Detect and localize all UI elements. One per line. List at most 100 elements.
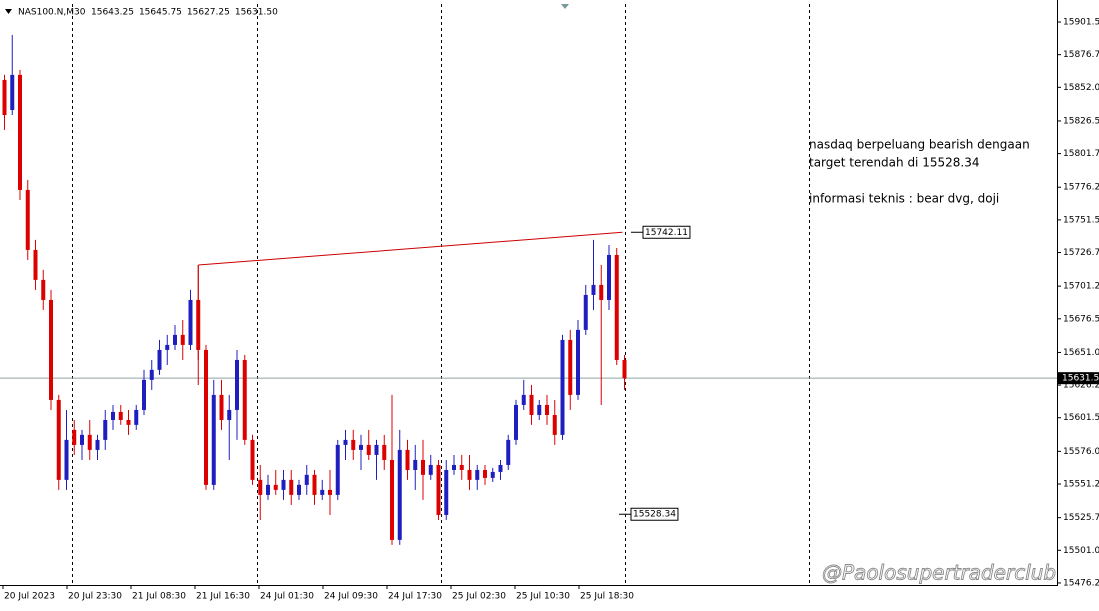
- x-tick-label: 25 Jul 02:30: [452, 592, 506, 602]
- candle-body: [281, 479, 286, 490]
- candle-body: [126, 419, 131, 425]
- y-tick-label: 15726.75: [1063, 248, 1099, 258]
- x-tick-label: 25 Jul 10:30: [516, 592, 570, 602]
- session-separators: [72, 4, 810, 585]
- price-label: 15742.11: [645, 228, 688, 238]
- candle-body: [405, 449, 410, 470]
- y-tick-label: 15601.50: [1063, 413, 1099, 423]
- y-tick-label: 15525.75: [1063, 513, 1099, 523]
- price-label: 15528.34: [633, 510, 676, 520]
- candle-body: [266, 484, 270, 495]
- candle-body: [227, 409, 232, 420]
- price-label-box: [630, 507, 679, 521]
- x-tick-label: 24 Jul 17:30: [388, 592, 442, 602]
- candle-body: [297, 484, 301, 495]
- header-value: 15627.25: [187, 8, 230, 18]
- candle-body: [157, 349, 162, 370]
- menu-triangle: [5, 9, 12, 14]
- candle-body: [583, 294, 588, 330]
- x-tick-label: 20 Jul 2023: [4, 592, 55, 602]
- current-price-label: 15631.5: [1062, 374, 1099, 384]
- candle-body: [343, 439, 348, 445]
- candle-body: [188, 299, 193, 345]
- current-price-tag: [1058, 372, 1099, 385]
- candle-body: [591, 284, 596, 295]
- candle-body: [622, 359, 627, 379]
- candle-body: [250, 439, 255, 480]
- x-tick-label: 21 Jul 16:30: [196, 592, 250, 602]
- candle-body: [390, 459, 394, 540]
- candle-body: [95, 439, 100, 450]
- y-tick-label: 15701.25: [1063, 282, 1099, 292]
- y-tick-label: 15876.75: [1063, 50, 1099, 60]
- watermark: @Paolosupertraderclub: [822, 561, 1056, 585]
- candle-body: [25, 189, 30, 250]
- candle-body: [614, 254, 619, 360]
- candle-body: [10, 74, 15, 110]
- candle-body: [452, 464, 456, 470]
- shift-marker: [561, 4, 569, 9]
- candle-body: [397, 449, 402, 540]
- price-label-box: [642, 225, 691, 239]
- candle-body: [366, 444, 371, 455]
- candle-body: [72, 429, 77, 445]
- candle-body: [111, 411, 115, 420]
- candle-body: [335, 444, 340, 495]
- candle-body: [33, 249, 38, 280]
- candle-body: [180, 334, 185, 345]
- annotation: informasi teknis : bear dvg, doji: [809, 192, 999, 206]
- candle-body: [351, 439, 356, 450]
- candle-body: [173, 334, 177, 345]
- y-tick-label: 15476.25: [1063, 578, 1099, 588]
- candle-body: [219, 394, 224, 420]
- candle-body: [529, 394, 534, 415]
- candle-body: [483, 469, 487, 478]
- y-tick-label: 15676.50: [1063, 314, 1099, 324]
- candle-body: [475, 469, 480, 480]
- header-value: 15643.25: [91, 8, 134, 18]
- candle-body: [142, 379, 146, 410]
- y-tick-label: 15626.25: [1063, 381, 1099, 391]
- candle-body: [552, 414, 557, 435]
- candle-body: [304, 474, 309, 485]
- candle-body: [18, 74, 22, 190]
- candle-body: [521, 394, 526, 405]
- candle-body: [204, 349, 208, 485]
- candle-body: [537, 404, 542, 415]
- y-tick-label: 15501.00: [1063, 546, 1099, 556]
- candle-body: [576, 329, 580, 395]
- plot: 15742.11 15528.34: [0, 34, 1057, 545]
- y-tick-label: 15852.00: [1063, 83, 1099, 93]
- candle-body: [149, 369, 154, 380]
- candle-body: [2, 79, 7, 116]
- candle-body: [165, 344, 170, 350]
- annotation: nasdaq berpeluang bearish dengaan: [809, 138, 1030, 152]
- candle-body: [506, 439, 511, 465]
- candle-body: [413, 459, 418, 470]
- candle-body: [459, 464, 464, 470]
- candle-body: [467, 469, 472, 480]
- candle-body: [258, 479, 263, 495]
- x-tick-label: 20 Jul 23:30: [68, 592, 122, 602]
- candle-body: [80, 434, 84, 445]
- candle-body: [242, 359, 247, 440]
- candle-body: [134, 409, 139, 425]
- candle-body: [514, 404, 518, 440]
- y-tick-label: 15651.00: [1063, 348, 1099, 358]
- x-tick-label: 24 Jul 09:30: [324, 592, 378, 602]
- candle-body: [374, 444, 379, 455]
- candle-body: [436, 464, 441, 515]
- candle-body: [607, 254, 611, 300]
- candle-body: [545, 404, 549, 415]
- header-value: 15631.50: [235, 8, 278, 18]
- x-tick-label: 21 Jul 08:30: [132, 592, 186, 602]
- candle-body: [498, 464, 503, 472]
- candle-body: [320, 489, 325, 495]
- header-value: 15645.75: [139, 8, 182, 18]
- y-tick-label: 15551.25: [1063, 480, 1099, 490]
- y-tick-label: 15776.25: [1063, 183, 1099, 193]
- trendline: [198, 231, 623, 266]
- candle-body: [599, 284, 604, 300]
- symbol: NAS100.N,M30: [18, 8, 86, 18]
